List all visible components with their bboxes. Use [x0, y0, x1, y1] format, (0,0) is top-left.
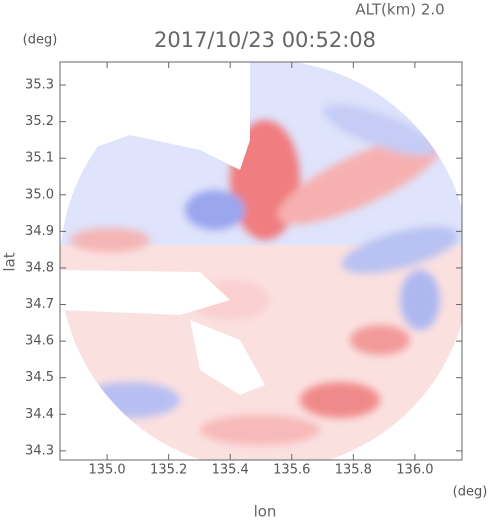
y-tick-label: 34.9 [25, 224, 54, 239]
y-tick-label: 34.3 [25, 443, 54, 458]
chart-title: 2017/10/23 00:52:08 [154, 28, 376, 52]
y-axis-label: lat [1, 252, 19, 271]
y-tick-label: 35.2 [25, 114, 54, 129]
x-tick-label: 135.0 [88, 463, 125, 478]
x-tick-label: 135.8 [335, 463, 372, 478]
altitude-label: ALT(km) 2.0 [355, 1, 444, 19]
y-tick-label: 35.1 [25, 151, 54, 166]
x-unit: (deg) [453, 485, 488, 500]
y-tick-label: 34.8 [25, 260, 54, 275]
y-tick-label: 34.6 [25, 334, 54, 349]
x-tick-label: 135.2 [150, 463, 187, 478]
y-tick-label: 34.5 [25, 370, 54, 385]
x-axis-label: lon [254, 503, 277, 521]
y-tick-label: 34.4 [25, 407, 54, 422]
y-unit: (deg) [23, 33, 58, 48]
x-tick-label: 135.4 [212, 463, 249, 478]
radar-field [60, 62, 462, 460]
y-tick-label: 35.3 [25, 78, 54, 93]
plot-frame [59, 61, 463, 461]
y-tick-label: 34.7 [25, 297, 54, 312]
x-tick-label: 136.0 [396, 463, 433, 478]
x-tick-label: 135.6 [273, 463, 310, 478]
y-tick-label: 35.0 [25, 187, 54, 202]
